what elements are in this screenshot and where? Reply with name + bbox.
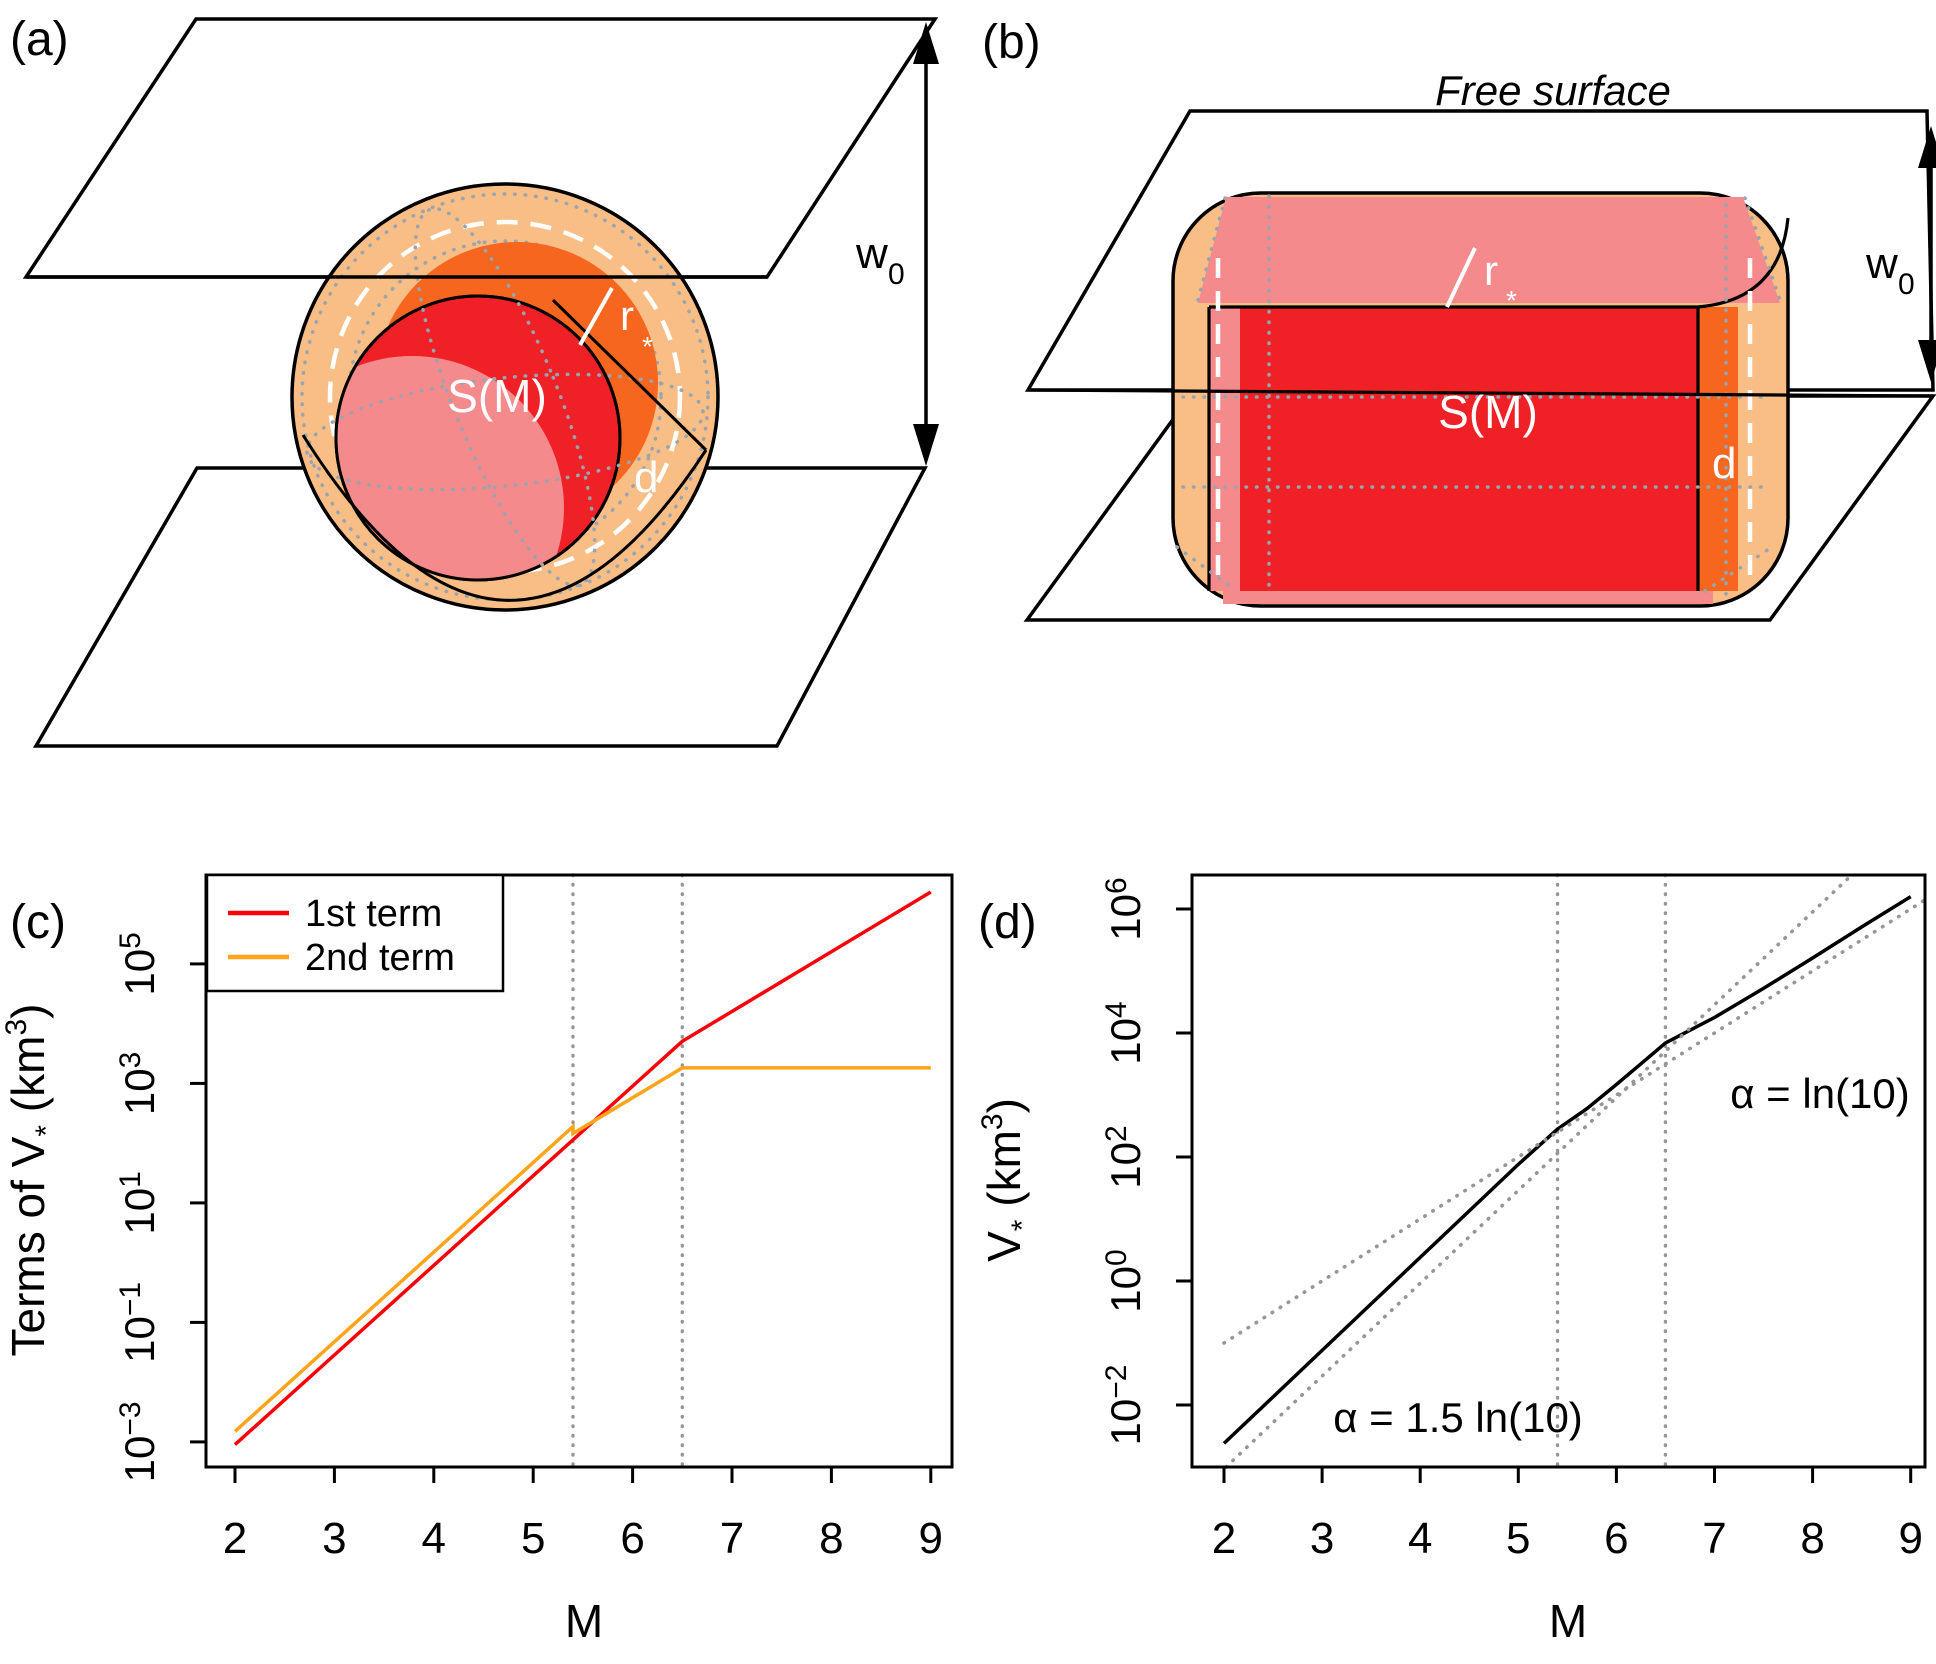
series-slope-1-5-ln-10-asymptote bbox=[1224, 873, 1854, 1469]
y-tick-label: 106 bbox=[1100, 877, 1149, 940]
r-star-leader-line bbox=[1445, 247, 1477, 308]
x-tick-label: 8 bbox=[819, 1514, 843, 1563]
x-tick-label: 9 bbox=[919, 1514, 943, 1563]
right-orange-strip bbox=[1698, 307, 1738, 591]
arrowhead-down-icon bbox=[1918, 340, 1936, 382]
red-front-face bbox=[1240, 307, 1698, 591]
x-tick-label: 4 bbox=[422, 1514, 446, 1563]
w0-arrow bbox=[913, 22, 939, 466]
y-tick-label: 10−2 bbox=[1100, 1365, 1149, 1446]
panel-b-slab-diagram: (b) Free surface S(M) r * d w 0 bbox=[982, 16, 1936, 622]
series-slope-ln-10-asymptote bbox=[1222, 895, 1932, 1345]
y-tick-label: 102 bbox=[1100, 1125, 1149, 1188]
series-V- bbox=[1222, 895, 1912, 1445]
panel-b-tag: (b) bbox=[982, 16, 1041, 69]
r-star-leader-line bbox=[578, 287, 614, 346]
panel-c-terms-chart: (c) 2 3 4 5 6 7 8 9 105 103 101 10−1 10−3 M Terms of V… bbox=[0, 873, 954, 1647]
legend-label: 1st term bbox=[305, 893, 442, 935]
legend-box bbox=[205, 873, 505, 993]
x-axis-title: M bbox=[1549, 1595, 1587, 1647]
r-star-label: r bbox=[1484, 247, 1498, 294]
dotted-meridian bbox=[413, 206, 597, 588]
panel-d-volume-chart: (d) 2 3 4 5 6 7 8 9 106 104 102 100 10−2 M V* (km3) α =… bbox=[976, 873, 1932, 1647]
x-tick-label: 6 bbox=[1604, 1514, 1628, 1563]
panel-c-tag: (c) bbox=[10, 896, 66, 949]
arrowhead-down-icon bbox=[913, 424, 939, 466]
free-surface-front-edge bbox=[1027, 388, 1934, 398]
y-tick-label: 104 bbox=[1100, 1001, 1149, 1064]
free-surface-label: Free surface bbox=[1435, 67, 1671, 114]
y-tick-label: 101 bbox=[114, 1171, 163, 1234]
x-tick-label: 7 bbox=[720, 1514, 744, 1563]
annotation: α = 1.5 ln(10) bbox=[1333, 1394, 1583, 1441]
y-tick-label: 105 bbox=[114, 932, 163, 995]
d-label: d bbox=[1712, 439, 1736, 488]
red-disk-outline bbox=[334, 294, 622, 582]
end-cap-crease-arc bbox=[1697, 217, 1790, 309]
plot-box bbox=[204, 873, 954, 1469]
w0-label: w bbox=[1865, 239, 1898, 288]
x-tick-label: 6 bbox=[620, 1514, 644, 1563]
x-tick-label: 3 bbox=[322, 1514, 346, 1563]
x-tick-label: 9 bbox=[1898, 1514, 1922, 1563]
series-2nd-term bbox=[233, 1066, 931, 1433]
legend-label: 2nd term bbox=[305, 937, 455, 979]
w0-arrow bbox=[1918, 126, 1936, 382]
bottom-intersection-arc bbox=[301, 434, 708, 602]
cut-arc-right bbox=[551, 298, 708, 452]
plot-box bbox=[1190, 873, 1927, 1469]
x-tick-label: 2 bbox=[1212, 1514, 1236, 1563]
w0-label: w bbox=[855, 229, 888, 278]
r-star-label: r bbox=[620, 292, 634, 339]
w0-sub: 0 bbox=[888, 258, 905, 291]
y-tick-label: 10−1 bbox=[114, 1282, 163, 1363]
annotation: α = ln(10) bbox=[1730, 1070, 1910, 1117]
slab-group bbox=[1171, 191, 1790, 608]
source-label: S(M) bbox=[1438, 386, 1538, 438]
x-tick-label: 7 bbox=[1702, 1514, 1726, 1563]
series-1st-term bbox=[233, 890, 932, 1446]
y-tick-label: 10−3 bbox=[114, 1401, 163, 1482]
dotted-equator bbox=[305, 372, 705, 492]
dotted-ring-outer bbox=[300, 192, 710, 602]
x-tick-label: 8 bbox=[1800, 1514, 1824, 1563]
panel-d-tag: (d) bbox=[978, 896, 1037, 949]
r-star-sub: * bbox=[642, 331, 653, 362]
bottom-cut-sliver bbox=[1223, 591, 1713, 604]
x-tick-label: 4 bbox=[1408, 1514, 1432, 1563]
x-tick-label: 3 bbox=[1310, 1514, 1334, 1563]
w0-sub: 0 bbox=[1898, 268, 1915, 301]
x-tick-label: 5 bbox=[1506, 1514, 1530, 1563]
panel-a-sphere-diagram: (a) S(M) r * d w 0 bbox=[10, 13, 939, 748]
chart-c-plot: 2 3 4 5 6 7 8 9 105 103 101 10−1 10−3 M Terms of V* (k… bbox=[0, 873, 954, 1647]
y-tick-label: 100 bbox=[1100, 1249, 1149, 1312]
top-cut-band bbox=[1198, 197, 1780, 303]
y-axis-title: V* (km3) bbox=[976, 1098, 1039, 1262]
x-tick-label: 2 bbox=[223, 1514, 247, 1563]
x-axis-title: M bbox=[565, 1595, 603, 1647]
arrowhead-up-icon bbox=[1918, 126, 1936, 168]
chart-d-plot: 2 3 4 5 6 7 8 9 106 104 102 100 10−2 M V* (km3) α = 1.5… bbox=[976, 873, 1932, 1647]
y-axis-title: Terms of V* (km3) bbox=[0, 1004, 63, 1357]
pink-cut-face bbox=[336, 356, 564, 580]
r-star-sub: * bbox=[1506, 285, 1517, 316]
dotted-construction-lines bbox=[1175, 194, 1782, 602]
source-label: S(M) bbox=[447, 370, 547, 422]
panel-a-tag: (a) bbox=[10, 13, 69, 66]
x-tick-label: 5 bbox=[521, 1514, 545, 1563]
dotted-ring-inner bbox=[347, 239, 663, 555]
left-pink-strip bbox=[1209, 307, 1240, 591]
y-tick-label: 103 bbox=[114, 1052, 163, 1115]
d-label: d bbox=[634, 453, 658, 502]
arrowhead-up-icon bbox=[913, 22, 939, 64]
